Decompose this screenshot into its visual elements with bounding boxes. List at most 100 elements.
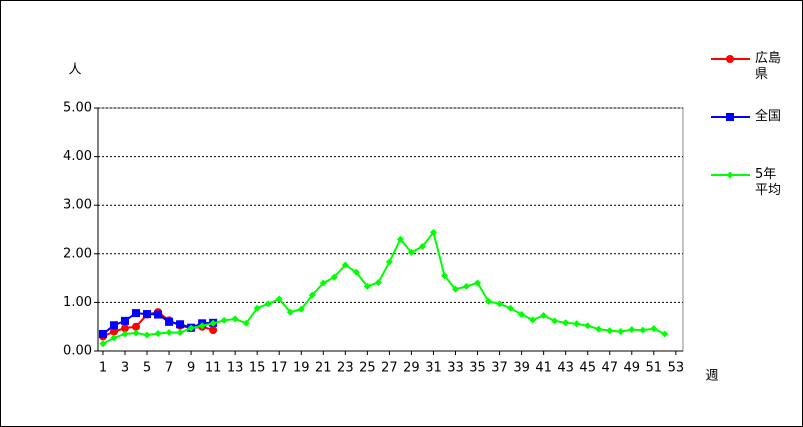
x-tick-label: 7: [165, 361, 173, 376]
marker: [176, 320, 185, 329]
x-tick-label: 25: [359, 361, 376, 376]
marker: [584, 322, 592, 330]
marker: [551, 317, 559, 325]
marker: [407, 248, 415, 256]
series-line: [102, 230, 666, 345]
marker: [474, 279, 482, 287]
x-tick-label: 13: [227, 361, 244, 376]
x-tick-label: 29: [403, 361, 420, 376]
marker: [143, 331, 151, 339]
marker: [109, 327, 118, 336]
x-tick-label: 9: [187, 361, 195, 376]
x-tick-label: 1: [99, 361, 107, 376]
marker: [231, 315, 239, 323]
marker: [264, 300, 272, 308]
marker: [154, 330, 162, 338]
x-axis-label: 週: [705, 369, 718, 384]
plot-area: [97, 107, 684, 352]
marker: [529, 316, 537, 324]
y-axis-label: 人: [68, 63, 81, 78]
y-tick-label: 2.00: [63, 246, 92, 261]
x-tick-label: 45: [579, 361, 596, 376]
marker: [330, 273, 338, 281]
marker: [220, 316, 228, 324]
marker: [132, 329, 140, 337]
x-tick-label: 49: [623, 361, 640, 376]
x-tick-label: 3: [121, 361, 129, 376]
marker: [132, 309, 141, 318]
marker: [143, 310, 152, 319]
x-tick-label: 17: [271, 361, 288, 376]
marker: [639, 326, 647, 334]
y-tick-label: 3.00: [63, 198, 92, 213]
x-tick-label: 31: [425, 361, 442, 376]
marker: [98, 329, 107, 338]
marker: [518, 311, 526, 319]
marker: [121, 330, 129, 338]
marker: [319, 279, 327, 287]
marker: [363, 282, 371, 290]
y-tick-label: 0.00: [63, 344, 92, 359]
x-tick-label: 23: [337, 361, 354, 376]
marker: [573, 320, 581, 328]
marker: [109, 321, 118, 330]
marker: [496, 300, 504, 308]
marker: [120, 324, 129, 333]
marker: [540, 312, 548, 320]
marker: [374, 278, 382, 286]
marker: [242, 319, 250, 327]
x-tick-label: 39: [513, 361, 530, 376]
marker: [562, 319, 570, 327]
marker: [726, 113, 734, 121]
x-tick-label: 53: [668, 361, 685, 376]
marker: [595, 325, 603, 333]
x-tick-label: 35: [469, 361, 486, 376]
marker: [110, 334, 118, 342]
marker: [198, 322, 206, 330]
legend-label: 5年平均: [755, 167, 782, 198]
x-tick-label: 51: [646, 361, 663, 376]
x-tick-label: 33: [447, 361, 464, 376]
marker: [429, 228, 437, 236]
marker: [485, 297, 493, 305]
marker: [385, 258, 393, 266]
marker: [154, 310, 163, 319]
marker: [187, 324, 195, 332]
marker: [726, 55, 734, 63]
marker: [507, 304, 515, 312]
x-tick-label: 19: [293, 361, 310, 376]
marker: [452, 285, 459, 293]
marker: [209, 326, 218, 335]
marker: [418, 243, 426, 251]
marker: [606, 327, 614, 335]
marker: [396, 235, 404, 243]
x-tick-label: 47: [601, 361, 618, 376]
marker: [275, 295, 283, 303]
marker: [286, 308, 294, 316]
marker: [176, 329, 184, 337]
marker: [132, 322, 141, 331]
marker: [463, 282, 471, 290]
x-tick-label: 15: [249, 361, 266, 376]
marker: [165, 317, 174, 326]
marker: [726, 171, 734, 179]
y-tick-label: 1.00: [63, 295, 92, 310]
marker: [341, 261, 349, 269]
x-tick-label: 43: [557, 361, 574, 376]
x-tick-label: 41: [535, 361, 552, 376]
marker: [120, 316, 129, 325]
marker: [440, 272, 448, 280]
legend-label: 全国: [755, 109, 782, 124]
marker: [617, 328, 625, 336]
x-tick-label: 21: [315, 361, 332, 376]
x-tick-label: 5: [143, 361, 151, 376]
marker: [628, 326, 636, 334]
marker: [209, 319, 217, 327]
x-tick-label: 37: [491, 361, 508, 376]
x-tick-label: 11: [205, 361, 222, 376]
x-tick-label: 27: [381, 361, 398, 376]
marker: [650, 325, 658, 333]
marker: [99, 340, 107, 348]
